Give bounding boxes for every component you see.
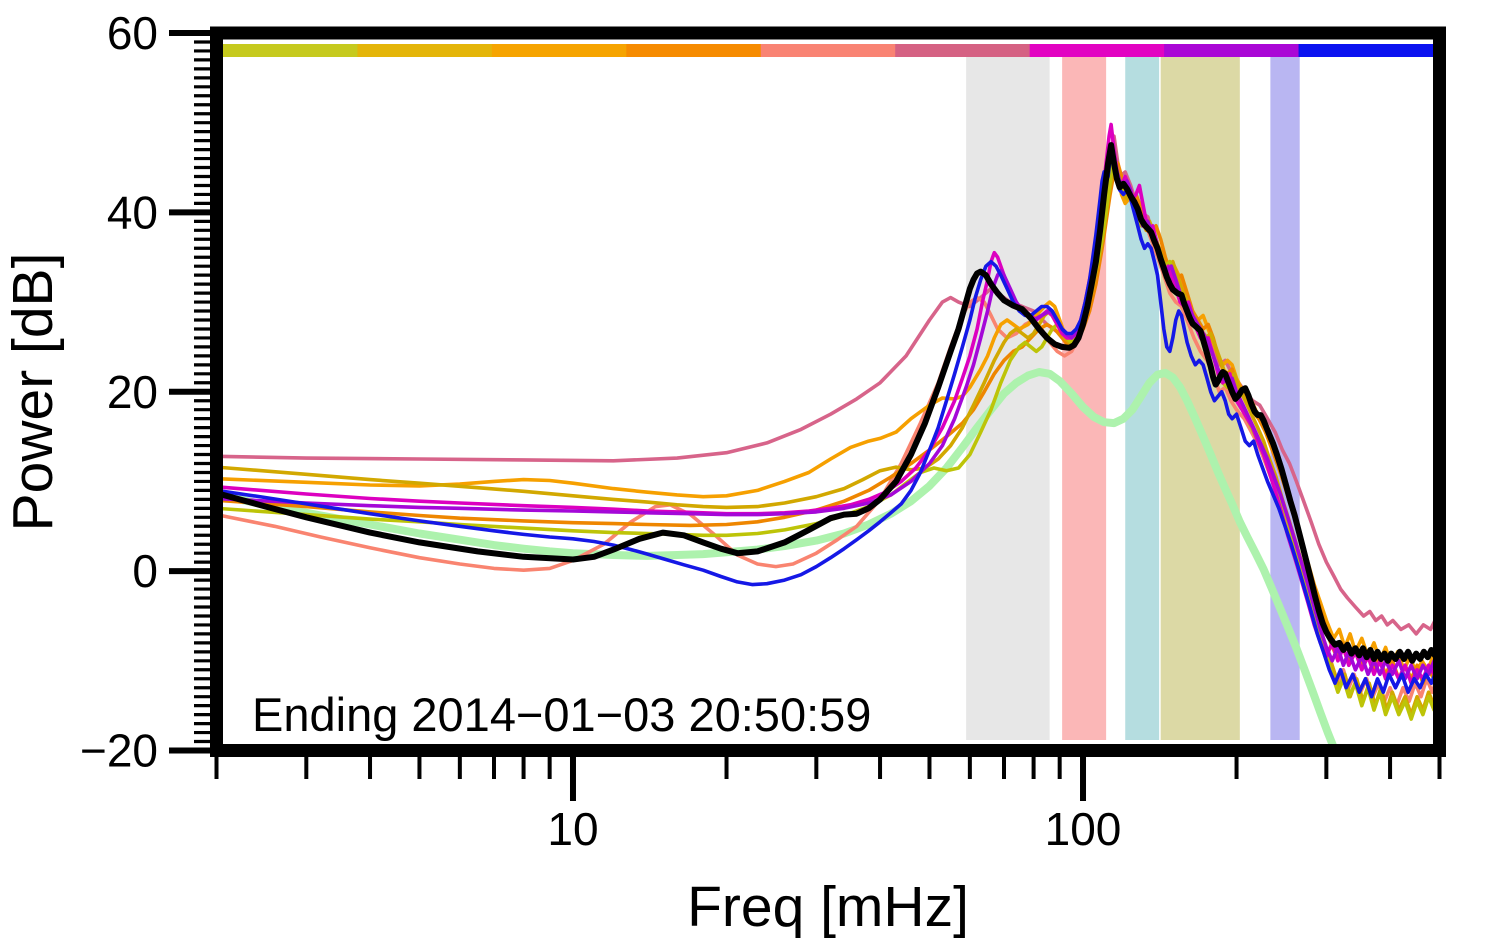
colorbar-segment-1-yellow-green — [223, 44, 358, 57]
colorbar-segment-4-dark-orange — [626, 44, 762, 57]
colorbar-segment-5-salmon — [760, 44, 896, 57]
axis-tick-labels: −20 0 20 40 60 10 100 — [80, 7, 1121, 855]
x-axis-label: Freq [mHz] — [687, 875, 969, 939]
y-tick-label-0: 0 — [132, 545, 158, 597]
band-red-band — [1062, 57, 1107, 740]
y-tick-label-20: 20 — [107, 366, 158, 418]
spectra-series — [223, 122, 1434, 744]
series-mean-black — [223, 142, 1434, 664]
y-tick-label-40: 40 — [107, 186, 158, 238]
plot-frame — [210, 26, 1446, 757]
y-tick-label--20: −20 — [80, 725, 158, 777]
x-tick-label-10: 10 — [547, 803, 598, 855]
time-segment-colorbar — [223, 44, 1434, 57]
y-tick-label-60: 60 — [107, 7, 158, 59]
x-tick-label-100: 100 — [1045, 803, 1122, 855]
y-axis-label: Power [dB] — [1, 253, 65, 532]
colorbar-segment-6-rose — [895, 44, 1031, 57]
ending-time-annotation: Ending 2014−01−03 20:50:59 — [252, 688, 871, 741]
colorbar-segment-8-purple — [1164, 44, 1300, 57]
colorbar-segment-2-gold — [357, 44, 493, 57]
colorbar-segment-3-orange — [491, 44, 627, 57]
plot-border — [210, 26, 1446, 757]
colorbar-segment-9-blue — [1298, 44, 1434, 57]
band-olive-band — [1160, 57, 1240, 740]
colorbar-segment-7-magenta — [1029, 44, 1165, 57]
